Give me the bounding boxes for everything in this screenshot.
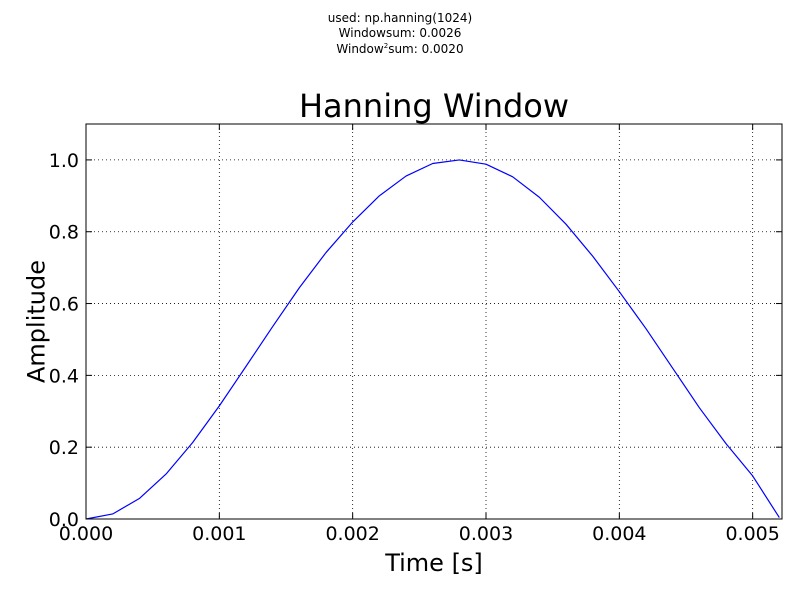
y-tick-label: 0.8: [49, 222, 79, 244]
series-layer: [85, 159, 780, 520]
chart-title: Hanning Window: [299, 87, 569, 125]
plot-frame: [85, 123, 783, 520]
y-tick-label: 0.2: [49, 437, 79, 459]
x-tick-label: 0.002: [325, 523, 379, 545]
y-tick-label: 0.0: [49, 509, 79, 531]
series-line: [85, 159, 780, 520]
y-tick-label: 1.0: [49, 150, 79, 172]
x-tick-label: 0.005: [725, 523, 779, 545]
ticks-layer: 0.000 0.001 0.002 0.003 0.004 0.005 0.0 0.2 0.4 0…: [49, 124, 782, 545]
x-tick-label: 0.001: [192, 523, 246, 545]
grid-layer: [85, 124, 782, 520]
annotation-line-3-prefix: Window: [336, 42, 384, 56]
y-tick-label: 0.4: [49, 365, 79, 387]
x-tick-label: 0.004: [592, 523, 646, 545]
y-axis-label: Amplitude: [22, 260, 50, 383]
x-tick-label: 0.003: [459, 523, 513, 545]
x-axis-label: Time [s]: [384, 549, 483, 577]
annotation-line-3: Window2sum: 0.0020: [0, 42, 800, 56]
annotation-line-2: Windowsum: 0.0026: [338, 26, 462, 40]
annotation-line-1: used: np.hanning(1024): [327, 11, 473, 25]
annotation-line-3-suffix: sum: 0.0020: [388, 42, 464, 56]
annotation-line-3-superscript: 2: [383, 42, 389, 50]
x-tick-label: 0.000: [59, 523, 113, 545]
y-tick-label: 0.6: [49, 294, 79, 316]
